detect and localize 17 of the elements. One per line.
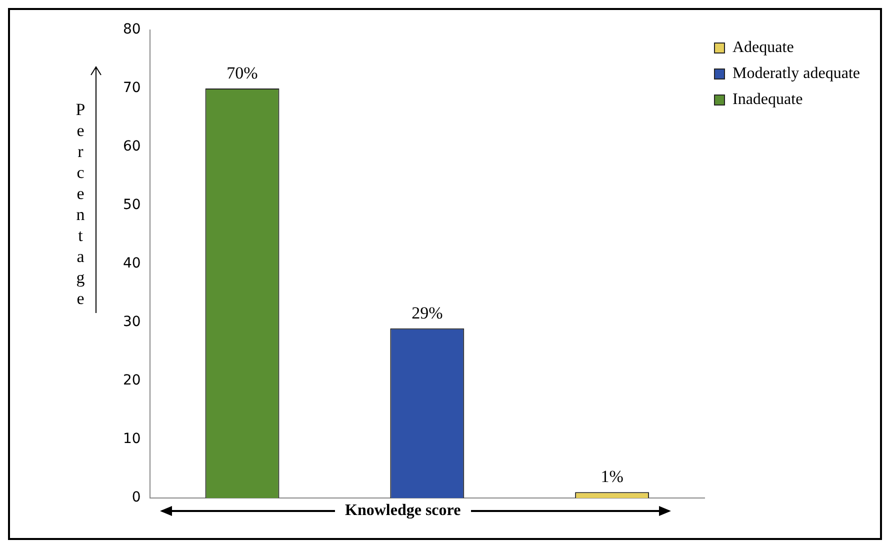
- x-axis-title: Knowledge score: [344, 502, 462, 520]
- y-tick-label: 50: [122, 197, 141, 214]
- y-tick-label: 70: [122, 80, 141, 96]
- data-label: 70%: [226, 63, 258, 82]
- y-tick-label: 0: [132, 490, 141, 506]
- data-label: 29%: [412, 303, 443, 322]
- y-tick-label: 20: [122, 372, 141, 389]
- legend-label: Adequate: [732, 39, 794, 56]
- legend-label: Inadequate: [732, 91, 803, 108]
- y-tick-label: 30: [122, 314, 141, 330]
- y-tick-label: 40: [122, 256, 141, 272]
- y-axis-title: Percentage: [70, 100, 90, 310]
- data-label: 1%: [600, 467, 624, 486]
- y-tick-label: 10: [122, 431, 141, 448]
- y-tick-label: 80: [122, 22, 141, 38]
- legend-label: Moderatly adequate: [732, 65, 860, 82]
- y-tick-label: 60: [122, 138, 141, 155]
